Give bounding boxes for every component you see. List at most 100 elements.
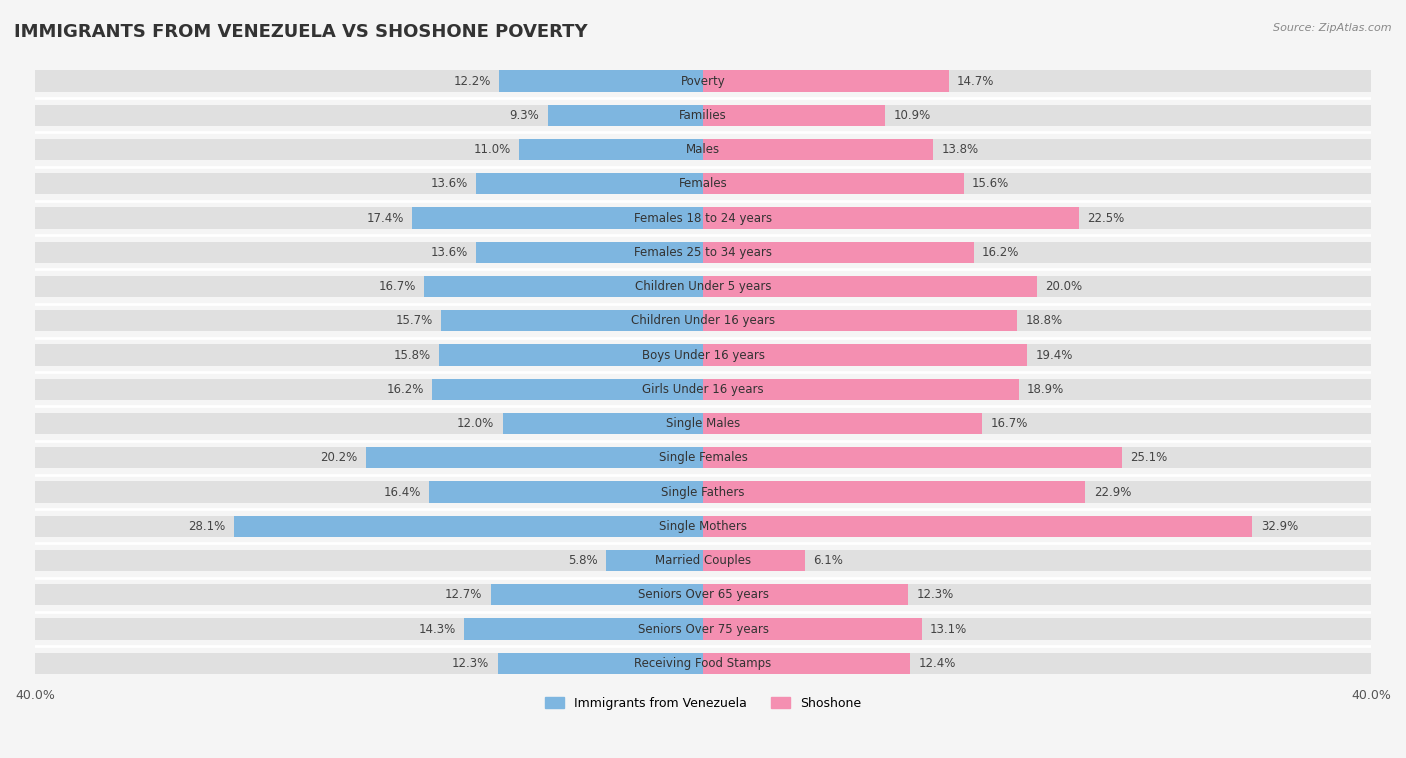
Text: Boys Under 16 years: Boys Under 16 years [641,349,765,362]
Bar [703,208,1371,229]
Bar [703,70,1371,92]
Text: Single Females: Single Females [658,451,748,465]
Bar [35,105,703,126]
Bar [703,208,1078,229]
Text: 5.8%: 5.8% [568,554,598,567]
Bar [519,139,703,160]
Text: Seniors Over 65 years: Seniors Over 65 years [637,588,769,601]
Text: Source: ZipAtlas.com: Source: ZipAtlas.com [1274,23,1392,33]
Bar [703,481,1371,503]
Text: 10.9%: 10.9% [893,109,931,122]
Bar [703,550,804,572]
Text: 12.3%: 12.3% [917,588,955,601]
Text: 20.2%: 20.2% [321,451,357,465]
Text: 19.4%: 19.4% [1035,349,1073,362]
Text: 14.7%: 14.7% [957,74,994,87]
Text: 16.7%: 16.7% [990,417,1028,430]
Bar [703,619,1371,640]
Text: 12.3%: 12.3% [451,657,489,670]
Text: 12.7%: 12.7% [446,588,482,601]
Text: 13.6%: 13.6% [430,246,468,258]
Bar [35,310,703,331]
Bar [35,413,703,434]
Bar [35,139,703,160]
Text: 18.8%: 18.8% [1025,315,1063,327]
Bar [703,584,908,606]
Text: 15.7%: 15.7% [395,315,433,327]
Bar [35,481,703,503]
Bar [425,276,703,297]
Bar [35,379,703,400]
Bar [703,344,1371,365]
Text: 12.2%: 12.2% [454,74,491,87]
Legend: Immigrants from Venezuela, Shoshone: Immigrants from Venezuela, Shoshone [540,692,866,715]
Bar [502,413,703,434]
Bar [703,276,1371,297]
Bar [499,70,703,92]
Text: 14.3%: 14.3% [419,622,456,636]
Text: 12.4%: 12.4% [918,657,956,670]
Text: 32.9%: 32.9% [1261,520,1298,533]
Bar [35,344,703,365]
Bar [703,379,1371,400]
Text: 20.0%: 20.0% [1046,280,1083,293]
Bar [475,173,703,194]
Text: IMMIGRANTS FROM VENEZUELA VS SHOSHONE POVERTY: IMMIGRANTS FROM VENEZUELA VS SHOSHONE PO… [14,23,588,41]
Bar [35,173,703,194]
Text: Married Couples: Married Couples [655,554,751,567]
Text: 16.4%: 16.4% [384,486,420,499]
Bar [35,584,703,606]
Text: Single Mothers: Single Mothers [659,520,747,533]
Text: 13.8%: 13.8% [942,143,979,156]
Bar [703,413,1371,434]
Bar [412,208,703,229]
Text: 16.2%: 16.2% [981,246,1019,258]
Bar [703,139,1371,160]
Bar [703,173,963,194]
Bar [703,550,1371,572]
Bar [548,105,703,126]
Bar [35,653,703,674]
Bar [703,70,949,92]
Bar [703,173,1371,194]
Bar [35,619,703,640]
Bar [429,481,703,503]
Text: Poverty: Poverty [681,74,725,87]
Bar [433,379,703,400]
Text: Males: Males [686,143,720,156]
Text: Girls Under 16 years: Girls Under 16 years [643,383,763,396]
Text: Children Under 16 years: Children Under 16 years [631,315,775,327]
Text: 6.1%: 6.1% [813,554,844,567]
Bar [703,447,1371,468]
Bar [233,515,703,537]
Text: 15.8%: 15.8% [394,349,430,362]
Text: 16.2%: 16.2% [387,383,425,396]
Text: 25.1%: 25.1% [1130,451,1168,465]
Bar [35,515,703,537]
Bar [703,584,1371,606]
Text: 18.9%: 18.9% [1026,383,1064,396]
Bar [703,105,1371,126]
Text: Females 18 to 24 years: Females 18 to 24 years [634,211,772,224]
Bar [703,310,1017,331]
Bar [703,619,922,640]
Bar [703,413,981,434]
Bar [366,447,703,468]
Text: 15.6%: 15.6% [972,177,1010,190]
Text: 12.0%: 12.0% [457,417,495,430]
Bar [703,481,1085,503]
Bar [703,447,1122,468]
Bar [35,208,703,229]
Bar [35,550,703,572]
Bar [703,653,910,674]
Text: Receiving Food Stamps: Receiving Food Stamps [634,657,772,670]
Bar [606,550,703,572]
Bar [703,379,1019,400]
Text: 17.4%: 17.4% [367,211,404,224]
Text: 13.6%: 13.6% [430,177,468,190]
Text: Seniors Over 75 years: Seniors Over 75 years [637,622,769,636]
Bar [498,653,703,674]
Text: Children Under 5 years: Children Under 5 years [634,280,772,293]
Text: Families: Families [679,109,727,122]
Bar [703,344,1026,365]
